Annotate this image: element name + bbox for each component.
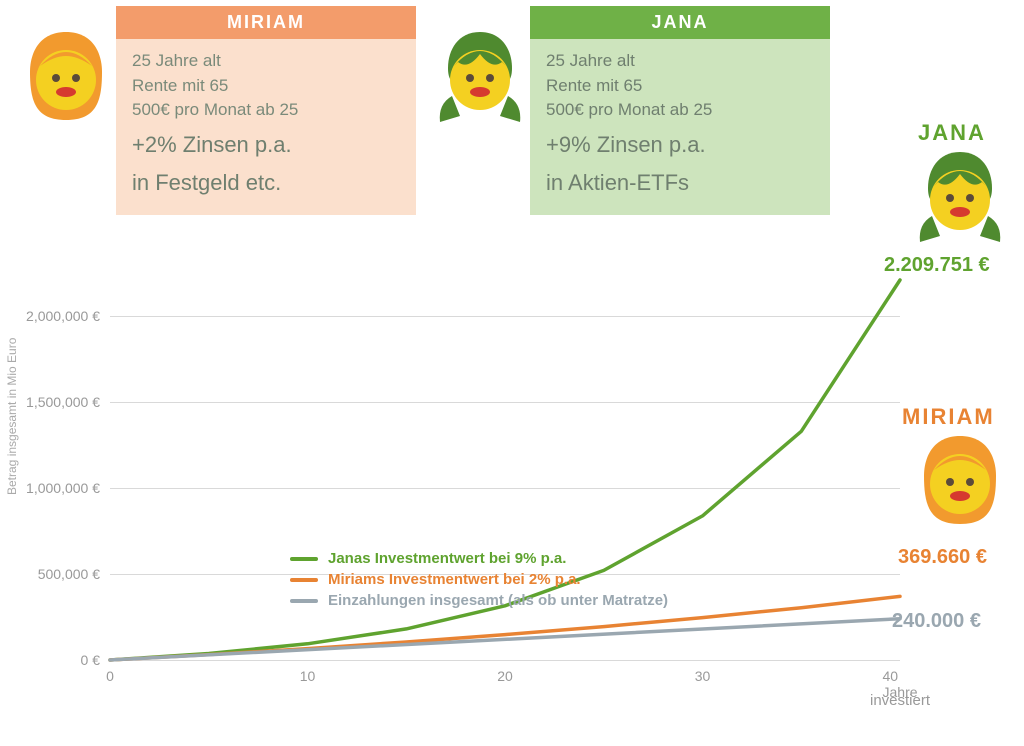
deposits-final-value: 240.000 €	[892, 610, 981, 633]
x-tick-label: 30	[695, 668, 711, 684]
jana-callout-name: JANA	[918, 120, 986, 146]
jana-card-title: JANA	[530, 6, 830, 39]
x-tick-label: 20	[497, 668, 513, 684]
legend-row-jana: Janas Investmentwert bei 9% p.a.	[290, 550, 668, 567]
jana-age: 25 Jahre alt	[546, 49, 814, 74]
miriam-contrib: 500€ pro Monat ab 25	[132, 98, 400, 123]
x-tick-label: 10	[300, 668, 316, 684]
y-tick-label: 1,000,000 €	[0, 480, 100, 496]
miriam-card-title: MIRIAM	[116, 6, 416, 39]
y-tick-label: 1,500,000 €	[0, 394, 100, 410]
jana-card: JANA 25 Jahre alt Rente mit 65 500€ pro …	[530, 6, 830, 215]
legend-label: Einzahlungen insgesamt (als ob unter Mat…	[328, 592, 668, 609]
series-deposits	[110, 619, 900, 660]
miriam-card-body: 25 Jahre alt Rente mit 65 500€ pro Monat…	[116, 39, 416, 215]
y-axis-title: Betrag insgesamt in Mio Euro	[5, 338, 19, 495]
legend-row-miriam: Miriams Investmentwert bei 2% p.a.	[290, 571, 668, 588]
miriam-retire: Rente mit 65	[132, 74, 400, 99]
gridline	[110, 660, 900, 661]
miriam-avatar-icon	[18, 26, 114, 131]
jana-rate: +9% Zinsen p.a.	[546, 129, 814, 161]
jana-contrib: 500€ pro Monat ab 25	[546, 98, 814, 123]
jana-avatar-icon	[432, 26, 528, 131]
investment-chart: Betrag insgesamt in Mio Euro 0 € 500,000 …	[0, 250, 1024, 740]
legend-row-deposits: Einzahlungen insgesamt (als ob unter Mat…	[290, 592, 668, 609]
miriam-callout-name: MIRIAM	[902, 404, 995, 430]
jana-final-value: 2.209.751 €	[884, 254, 990, 277]
jana-vehicle: in Aktien-ETFs	[546, 167, 814, 199]
miriam-final-value: 369.660 €	[898, 546, 987, 569]
chart-legend: Janas Investmentwert bei 9% p.a. Miriams …	[290, 550, 668, 613]
jana-retire: Rente mit 65	[546, 74, 814, 99]
x-axis-title: investiert	[870, 692, 930, 709]
jana-card-body: 25 Jahre alt Rente mit 65 500€ pro Monat…	[530, 39, 830, 215]
miriam-age: 25 Jahre alt	[132, 49, 400, 74]
miriam-vehicle: in Festgeld etc.	[132, 167, 400, 199]
y-tick-label: 500,000 €	[0, 566, 100, 582]
miriam-card: MIRIAM 25 Jahre alt Rente mit 65 500€ pr…	[116, 6, 416, 215]
x-tick-label: 0	[106, 668, 114, 684]
miriam-callout-avatar-icon	[912, 430, 1008, 535]
y-tick-label: 2,000,000 €	[0, 308, 100, 324]
persona-cards: MIRIAM 25 Jahre alt Rente mit 65 500€ pr…	[0, 6, 1024, 246]
legend-swatch	[290, 599, 318, 603]
y-tick-label: 0 €	[0, 652, 100, 668]
legend-label: Janas Investmentwert bei 9% p.a.	[328, 550, 566, 567]
miriam-rate: +2% Zinsen p.a.	[132, 129, 400, 161]
legend-swatch	[290, 557, 318, 561]
legend-label: Miriams Investmentwert bei 2% p.a.	[328, 571, 581, 588]
legend-swatch	[290, 578, 318, 582]
jana-callout-avatar-icon	[912, 146, 1008, 251]
x-axis: 010203040 Jahre	[110, 668, 900, 688]
